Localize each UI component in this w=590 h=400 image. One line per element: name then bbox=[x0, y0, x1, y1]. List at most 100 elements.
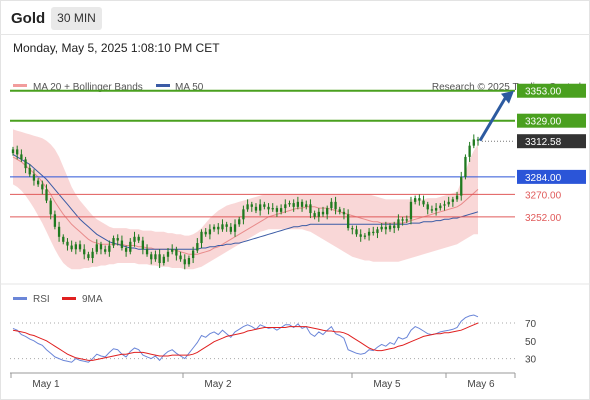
candle-body bbox=[191, 250, 195, 259]
candle-body bbox=[70, 245, 73, 250]
level-label-bg bbox=[517, 169, 586, 184]
candle-body bbox=[250, 204, 253, 207]
candle-body bbox=[41, 184, 44, 190]
rsi-panel: 70 50 30 bbox=[10, 314, 537, 366]
candle-body bbox=[376, 229, 379, 234]
candle-body bbox=[313, 213, 316, 217]
candle-body bbox=[259, 204, 262, 211]
candle-body bbox=[11, 149, 15, 154]
candle-body bbox=[464, 156, 467, 177]
candle-body bbox=[472, 139, 475, 146]
level-label-3329.00: 3329.00 bbox=[525, 117, 562, 128]
level-label-bg bbox=[517, 83, 586, 98]
candle-body bbox=[460, 176, 463, 196]
candle-body bbox=[246, 204, 249, 210]
candle-body bbox=[476, 139, 480, 141]
candle-body bbox=[217, 226, 220, 230]
level-label-3284.00: 3284.00 bbox=[525, 173, 562, 184]
candle-body bbox=[16, 149, 19, 155]
level-label-3353.00: 3353.00 bbox=[525, 87, 562, 98]
candle-body bbox=[439, 205, 442, 209]
time-label: May 2 bbox=[204, 379, 232, 390]
candle-body bbox=[62, 236, 65, 242]
candle-body bbox=[74, 244, 77, 250]
candle-body bbox=[430, 209, 434, 211]
candle-body bbox=[221, 224, 224, 230]
candle-body bbox=[267, 206, 270, 210]
time-label: May 6 bbox=[467, 379, 495, 390]
top-bar: Gold 30 MIN bbox=[0, 0, 590, 35]
candle-body bbox=[133, 236, 136, 242]
candle-body bbox=[99, 244, 103, 250]
candle-body bbox=[225, 224, 228, 227]
legend: MA 20 + Bollinger Bands MA 50 Research ©… bbox=[13, 82, 581, 93]
candle-body bbox=[418, 198, 421, 201]
candle-body bbox=[166, 251, 170, 257]
candle-body bbox=[317, 211, 320, 217]
projection-arrow-head bbox=[501, 90, 514, 104]
candle-body bbox=[271, 208, 274, 210]
asset-title: Gold bbox=[11, 10, 46, 27]
ma50-line bbox=[12, 153, 479, 250]
candle-body bbox=[116, 238, 119, 241]
candle-body bbox=[204, 231, 207, 235]
candlesticks bbox=[11, 134, 480, 270]
candle-body bbox=[53, 214, 57, 227]
candle-body bbox=[330, 201, 333, 209]
candle-body bbox=[443, 204, 446, 206]
candle-body bbox=[124, 248, 128, 252]
candle-body bbox=[233, 224, 237, 232]
candle-body bbox=[45, 189, 48, 201]
candle-body bbox=[208, 229, 212, 235]
candle-body bbox=[171, 249, 174, 252]
candle-body bbox=[275, 208, 279, 212]
price-level-labels: 3353.00 3329.00 3312.58 3284.00 3270.00 3252.… bbox=[517, 83, 586, 224]
candle-body bbox=[468, 145, 471, 157]
candle-body bbox=[355, 229, 358, 235]
candle-body bbox=[162, 256, 165, 264]
candle-body bbox=[380, 226, 383, 230]
candle-body bbox=[24, 159, 27, 169]
candle-body bbox=[451, 199, 455, 202]
candle-body bbox=[187, 258, 191, 265]
candle-body bbox=[388, 225, 392, 230]
ma20-line bbox=[12, 156, 479, 255]
candle-body bbox=[422, 200, 425, 205]
candle-body bbox=[238, 219, 241, 225]
candle-body bbox=[200, 231, 203, 244]
candle-body bbox=[405, 219, 408, 221]
bollinger-band-fill bbox=[13, 129, 478, 270]
candle-body bbox=[401, 219, 404, 221]
candle-body bbox=[363, 235, 367, 237]
chart-datetime: Monday, May 5, 2025 1:08:10 PM CET bbox=[13, 41, 220, 55]
rsi-tick-label: 30 bbox=[525, 355, 537, 366]
candle-body bbox=[455, 195, 459, 200]
level-label-3252.00: 3252.00 bbox=[525, 213, 562, 224]
candle-body bbox=[309, 204, 312, 214]
candle-body bbox=[447, 201, 450, 205]
rsi-line bbox=[12, 314, 479, 363]
candle-body bbox=[254, 206, 258, 211]
rsi-legend: RSI 9MA bbox=[13, 294, 103, 305]
legend-rsi: RSI bbox=[33, 294, 50, 305]
candle-body bbox=[95, 244, 98, 252]
candle-body bbox=[196, 243, 199, 251]
candle-body bbox=[359, 234, 362, 237]
candle-body bbox=[104, 249, 107, 252]
candle-body bbox=[229, 226, 232, 232]
candle-body bbox=[179, 255, 182, 260]
timeframe-button[interactable]: 30 MIN bbox=[51, 7, 102, 30]
bollinger-band bbox=[13, 129, 478, 270]
ma50-legend-swatch bbox=[156, 84, 170, 87]
candle-body bbox=[393, 225, 396, 229]
candle-body bbox=[338, 209, 341, 212]
candle-body bbox=[263, 204, 266, 207]
candle-body bbox=[305, 204, 308, 207]
candle-body bbox=[145, 249, 149, 255]
candle-body bbox=[154, 254, 157, 260]
candle-body bbox=[183, 259, 186, 265]
candle-body bbox=[91, 251, 94, 259]
candle-body bbox=[87, 254, 90, 259]
time-label: May 5 bbox=[373, 379, 401, 390]
